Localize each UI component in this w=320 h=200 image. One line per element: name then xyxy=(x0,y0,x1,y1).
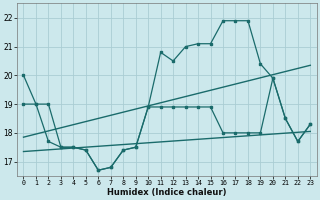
X-axis label: Humidex (Indice chaleur): Humidex (Indice chaleur) xyxy=(107,188,227,197)
